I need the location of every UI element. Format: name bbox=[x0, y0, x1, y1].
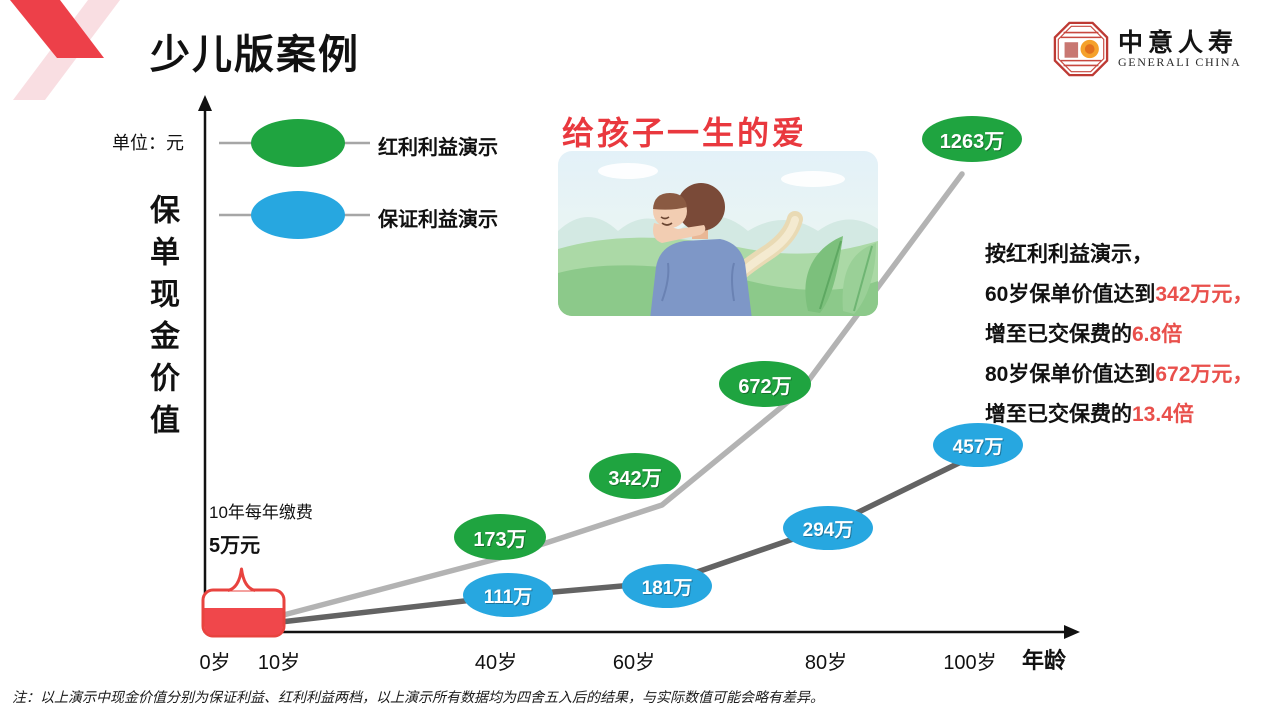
data-bubble-guaranteed-40: 111万 bbox=[463, 573, 553, 617]
x-tick-100: 100岁 bbox=[943, 652, 997, 674]
data-bubble-dividend-100: 1263万 bbox=[922, 116, 1022, 162]
data-bubble-guaranteed-80: 294万 bbox=[783, 506, 873, 550]
legend-label-guaranteed: 保证利益演示 bbox=[378, 209, 498, 231]
highlight-line-4: 80岁保单价值达到672万元， bbox=[985, 363, 1254, 386]
x-tick-40: 40岁 bbox=[474, 652, 518, 674]
x-tick-0: 0岁 bbox=[199, 652, 231, 674]
chart-title: 给孩子一生的爱 bbox=[562, 115, 808, 151]
premium-brace-icon bbox=[227, 567, 256, 592]
highlight-line-1: 按红利利益演示， bbox=[985, 243, 1153, 266]
highlight-line-5: 增至已交保费的13.4倍 bbox=[985, 403, 1194, 426]
data-bubble-guaranteed-60: 181万 bbox=[622, 564, 712, 608]
brand-name-cn: 中意人寿 bbox=[1118, 28, 1239, 57]
highlight-line-2: 60岁保单价值达到342万元， bbox=[985, 283, 1254, 306]
data-bubble-dividend-60: 342万 bbox=[589, 453, 681, 499]
x-tick-80: 80岁 bbox=[804, 652, 848, 674]
x-tick-60: 60岁 bbox=[612, 652, 656, 674]
brand-logo: 中意人寿 GENERALI CHINA bbox=[1052, 20, 1241, 78]
x-axis-arrow-icon bbox=[1064, 625, 1080, 639]
father-child-illustration bbox=[558, 151, 878, 316]
highlight-text: 按红利利益演示， 60岁保单价值达到342万元， 增至已交保费的6.8倍 80岁… bbox=[985, 235, 1270, 435]
brand-name-en: GENERALI CHINA bbox=[1118, 54, 1242, 69]
x-tick-10: 10岁 bbox=[257, 652, 301, 674]
highlight-line-3: 增至已交保费的6.8倍 bbox=[985, 323, 1183, 346]
corner-x-logo-icon bbox=[10, 0, 120, 100]
legend-label-dividend: 红利利益演示 bbox=[378, 137, 498, 159]
data-bubble-dividend-40: 173万 bbox=[454, 514, 546, 560]
data-bubble-dividend-80: 672万 bbox=[719, 361, 811, 407]
leaves-icon bbox=[805, 236, 876, 314]
premium-note-line2: 5万元 bbox=[209, 535, 261, 557]
brand-emblem-icon bbox=[1053, 21, 1109, 77]
x-axis-title: 年龄 bbox=[1022, 648, 1067, 673]
legend-swatch-dividend bbox=[251, 119, 345, 167]
y-axis-arrow-icon bbox=[198, 95, 212, 111]
page-title: 少儿版案例 bbox=[150, 33, 360, 77]
curve-dividend bbox=[269, 171, 965, 621]
legend-swatch-guaranteed bbox=[251, 191, 345, 239]
premium-block bbox=[201, 567, 286, 638]
father-child-figures bbox=[650, 183, 752, 316]
unit-label: 单位：元 bbox=[112, 133, 184, 153]
data-bubble-guaranteed-100: 457万 bbox=[933, 423, 1023, 467]
y-axis-title: 保单现金价值 bbox=[145, 194, 178, 446]
premium-note-line1: 10年每年缴费 bbox=[209, 503, 313, 522]
footnote: 注：以上演示中现金价值分别为保证利益、红利利益两档，以上演示所有数据均为四舍五入… bbox=[12, 689, 824, 705]
